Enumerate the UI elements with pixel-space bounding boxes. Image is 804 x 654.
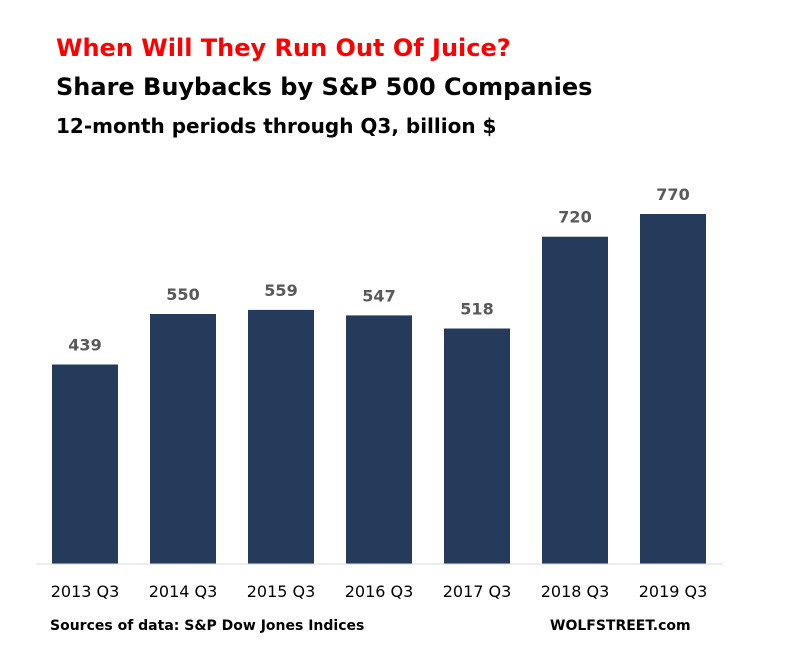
chart-subtitle: Share Buybacks by S&P 500 Companies <box>56 73 592 101</box>
bar-2014-q3 <box>150 314 216 564</box>
data-label: 518 <box>460 300 493 319</box>
data-label: 559 <box>264 281 297 300</box>
bar-2013-q3 <box>52 364 118 564</box>
plot-area: 439 2013 Q3 550 2014 Q3 559 2015 Q3 547 2016 Q3… <box>51 185 708 601</box>
bar-2015-q3 <box>248 309 314 564</box>
data-label: 439 <box>68 336 101 355</box>
source-note: Sources of data: S&P Dow Jones Indices <box>50 618 364 634</box>
x-tick-label: 2019 Q3 <box>639 582 708 601</box>
x-tick-label: 2015 Q3 <box>247 582 316 601</box>
data-label: 720 <box>558 208 591 227</box>
data-label: 770 <box>656 185 689 204</box>
x-tick-label: 2018 Q3 <box>541 582 610 601</box>
bar-2017-q3 <box>444 328 510 564</box>
bar-2018-q3 <box>542 236 608 564</box>
x-tick-label: 2017 Q3 <box>443 582 512 601</box>
x-tick-label: 2016 Q3 <box>345 582 414 601</box>
chart-title: When Will They Run Out Of Juice? <box>56 34 511 62</box>
bar-2016-q3 <box>346 315 412 564</box>
x-tick-label: 2014 Q3 <box>149 582 218 601</box>
x-tick-label: 2013 Q3 <box>51 582 120 601</box>
bar-2019-q3 <box>640 214 706 564</box>
data-label: 547 <box>362 286 395 305</box>
site-credit: WOLFSTREET.com <box>550 618 691 634</box>
data-label: 550 <box>166 285 199 304</box>
chart-subtitle-units: 12-month periods through Q3, billion $ <box>56 114 496 138</box>
